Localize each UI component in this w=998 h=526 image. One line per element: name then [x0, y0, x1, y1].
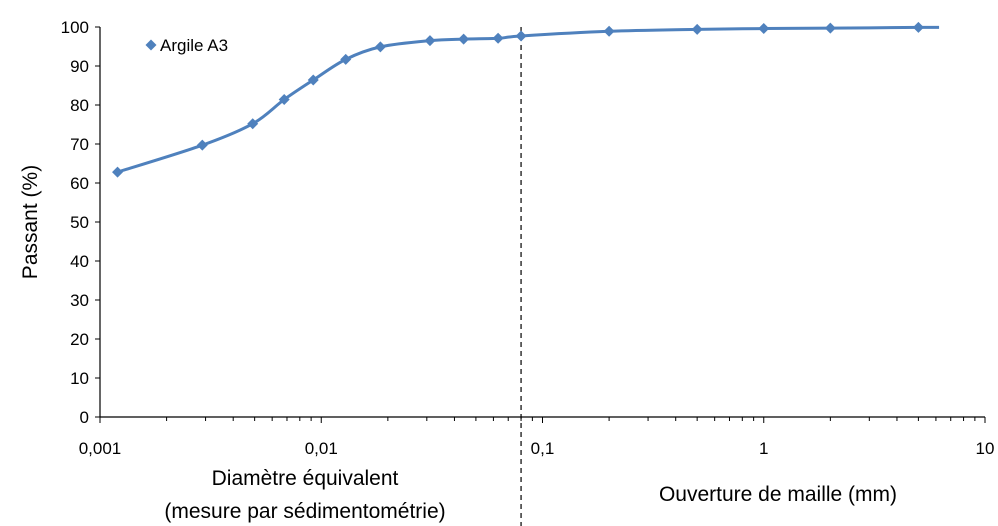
data-point	[458, 33, 470, 45]
series-line-argile-a3	[117, 25, 940, 174]
data-point	[247, 118, 259, 130]
annotation-left-line2: (mesure par sédimentométrie)	[164, 500, 445, 523]
y-tick-label: 100	[61, 18, 89, 37]
y-tick-label: 10	[70, 369, 89, 388]
data-point	[196, 139, 208, 151]
y-tick-label: 30	[70, 291, 89, 310]
x-tick-label: 10	[976, 439, 995, 458]
y-tick-label: 70	[70, 135, 89, 154]
data-point	[758, 23, 770, 35]
series-markers	[112, 21, 924, 178]
axes	[99, 27, 985, 418]
data-point	[515, 30, 527, 42]
data-point	[912, 21, 924, 33]
data-point	[824, 22, 836, 34]
legend: Argile A3	[145, 36, 228, 55]
data-point	[374, 41, 386, 53]
legend-marker	[145, 39, 157, 51]
data-point	[424, 35, 436, 47]
data-point	[691, 23, 703, 35]
y-tick-label: 80	[70, 96, 89, 115]
data-point	[603, 25, 615, 37]
y-tick-label: 90	[70, 57, 89, 76]
x-tick-label: 1	[759, 439, 768, 458]
y-tick-label: 0	[80, 408, 89, 427]
legend-label: Argile A3	[160, 36, 228, 55]
ticks: 0 10 20 30 40 50 60 70 80 90 100 0,001 0,01 0,1 1 10	[61, 18, 995, 458]
data-point	[307, 74, 319, 86]
data-point	[278, 94, 290, 106]
data-point	[112, 166, 124, 178]
y-tick-label: 40	[70, 252, 89, 271]
x-tick-label: 0,01	[305, 439, 338, 458]
y-axis-title: Passant (%)	[19, 165, 42, 279]
annotation-left-line1: Diamètre équivalent	[212, 467, 399, 490]
x-tick-label: 0,001	[79, 439, 122, 458]
y-tick-label: 50	[70, 213, 89, 232]
y-tick-label: 60	[70, 174, 89, 193]
data-point	[340, 53, 352, 65]
x-tick-label: 0,1	[531, 439, 555, 458]
annotation-right: Ouverture de maille (mm)	[659, 483, 897, 506]
data-point	[492, 32, 504, 44]
y-tick-label: 20	[70, 330, 89, 349]
